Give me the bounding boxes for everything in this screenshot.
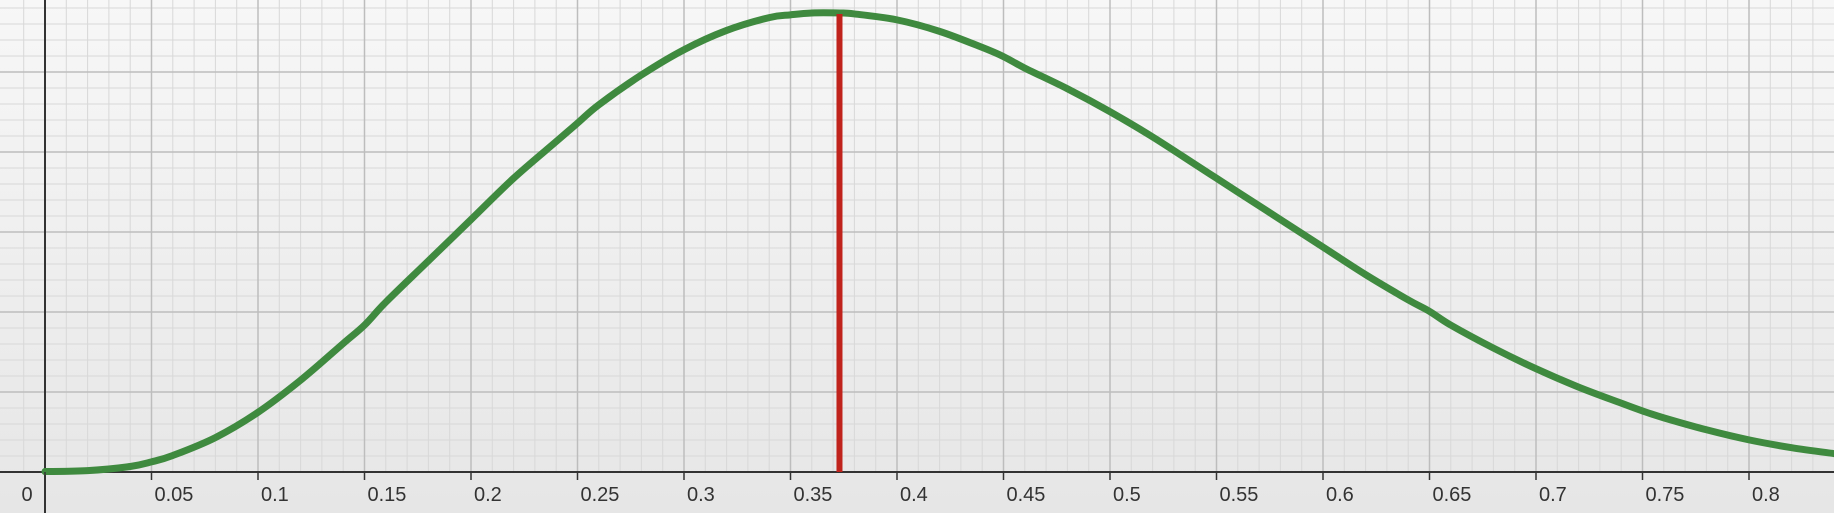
x-tick-labels: 0 0.05 0.1 0.15 0.2 0.25 0.3 0.35 0.4 0.45 0.5 0.55… xyxy=(21,472,1780,506)
major-grid xyxy=(0,0,1834,472)
x-tick-label: 0.2 xyxy=(474,484,502,506)
x-tick-label: 0.35 xyxy=(794,484,833,506)
minor-grid xyxy=(0,0,1834,472)
x-tick-label: 0.25 xyxy=(581,484,620,506)
x-tick-label: 0.3 xyxy=(687,484,715,506)
series-layer xyxy=(41,9,1834,476)
x-tick-label: 0.5 xyxy=(1113,484,1141,506)
x-tick-label: 0.6 xyxy=(1326,484,1354,506)
x-tick-label: 0.05 xyxy=(155,484,194,506)
series-line-0 xyxy=(41,9,1834,476)
x-tick-label: 0.1 xyxy=(261,484,289,506)
x-tick-label: 0.8 xyxy=(1752,484,1780,506)
x-tick-label: 0.4 xyxy=(900,484,928,506)
x-tick-label: 0.65 xyxy=(1433,484,1472,506)
x-tick-label: 0.7 xyxy=(1539,484,1567,506)
x-tick-label: 0.75 xyxy=(1646,484,1685,506)
x-tick-label: 0.45 xyxy=(1007,484,1046,506)
x-tick-label: 0.15 xyxy=(368,484,407,506)
x-tick-label: 0 xyxy=(21,484,32,506)
x-tick-label: 0.55 xyxy=(1220,484,1259,506)
